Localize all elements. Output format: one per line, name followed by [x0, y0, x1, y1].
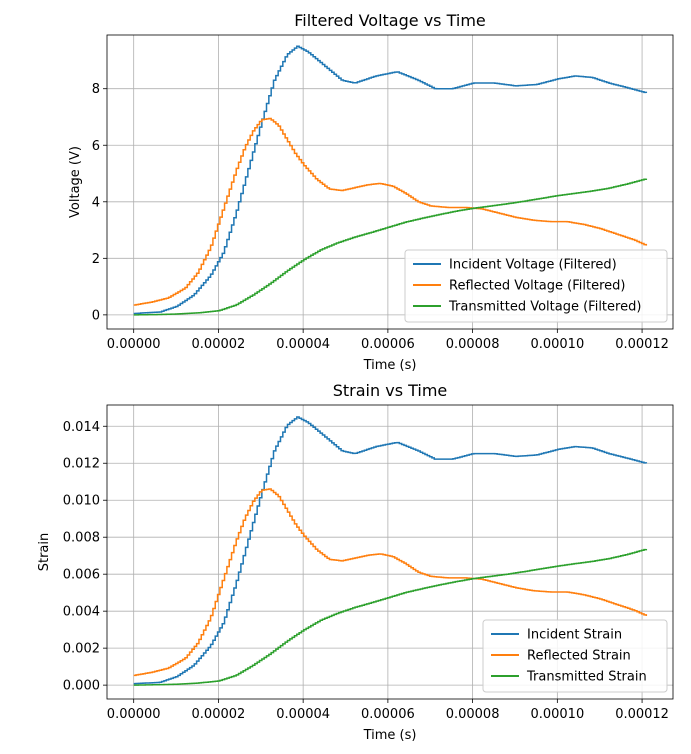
series-line-reflected: [133, 488, 648, 677]
legend-entry: Incident Voltage (Filtered): [449, 258, 617, 273]
x-axis-label: Time (s): [363, 728, 417, 743]
x-tick-label: 0.00000: [107, 707, 161, 722]
y-tick-label: 0.002: [63, 642, 100, 657]
legend: Incident Strain Reflected Strain Transmitt…: [482, 619, 668, 693]
series-line-reflected: [133, 117, 648, 306]
y-tick-label: 0.010: [63, 494, 100, 509]
chart-title: Strain vs Time: [333, 381, 448, 400]
y-tick-label: 0.000: [63, 679, 100, 694]
legend-box: [482, 619, 668, 693]
x-tick-label: 0.00012: [615, 337, 669, 352]
y-tick-label: 0.006: [63, 568, 100, 583]
series-line-incident: [133, 416, 648, 685]
y-tick-label: 2: [92, 252, 100, 267]
chart-title: Filtered Voltage vs Time: [294, 11, 486, 30]
chart-1: 0.00000 0.00002 0.00004 0.00006 0.00008 0.000…: [68, 11, 674, 373]
series-line-transmitted: [133, 548, 648, 686]
x-tick-label: 0.00010: [530, 707, 584, 722]
y-axis-label: Strain: [37, 533, 52, 572]
x-tick-label: 0.00008: [446, 707, 500, 722]
y-tick-label: 0.012: [63, 457, 100, 472]
chart-2: 0.00000 0.00002 0.00004 0.00006 0.00008 0.000…: [37, 381, 674, 743]
y-tick-label: 6: [92, 139, 100, 154]
legend-entry: Transmitted Voltage (Filtered): [448, 300, 641, 315]
x-tick-label: 0.00006: [361, 707, 415, 722]
legend-box: [404, 249, 668, 323]
plot-frame: [106, 34, 674, 330]
series-line-transmitted: [133, 178, 648, 316]
series-line-incident: [133, 45, 648, 315]
legend-entry: Transmitted Strain: [526, 670, 647, 685]
x-tick-label: 0.00004: [276, 337, 330, 352]
y-tick-label: 0: [92, 308, 100, 323]
x-tick-label: 0.00008: [446, 337, 500, 352]
x-tick-label: 0.00010: [530, 337, 584, 352]
legend: Incident Voltage (Filtered) Reflected Vol…: [404, 249, 668, 323]
x-tick-label: 0.00012: [615, 707, 669, 722]
y-tick-label: 4: [92, 195, 100, 210]
y-axis-label: Voltage (V): [68, 146, 83, 218]
plot-frame: [106, 404, 674, 700]
x-tick-label: 0.00002: [192, 707, 246, 722]
legend-entry: Incident Strain: [527, 628, 622, 643]
legend-entry: Reflected Strain: [527, 649, 631, 664]
y-tick-label: 0.004: [63, 605, 100, 620]
x-axis-label: Time (s): [363, 358, 417, 373]
y-tick-label: 0.008: [63, 531, 100, 546]
x-tick-label: 0.00002: [192, 337, 246, 352]
x-tick-label: 0.00006: [361, 337, 415, 352]
x-tick-label: 0.00004: [276, 707, 330, 722]
x-tick-label: 0.00000: [107, 337, 161, 352]
y-tick-label: 0.014: [63, 420, 100, 435]
y-tick-label: 8: [92, 82, 100, 97]
legend-entry: Reflected Voltage (Filtered): [449, 279, 625, 294]
